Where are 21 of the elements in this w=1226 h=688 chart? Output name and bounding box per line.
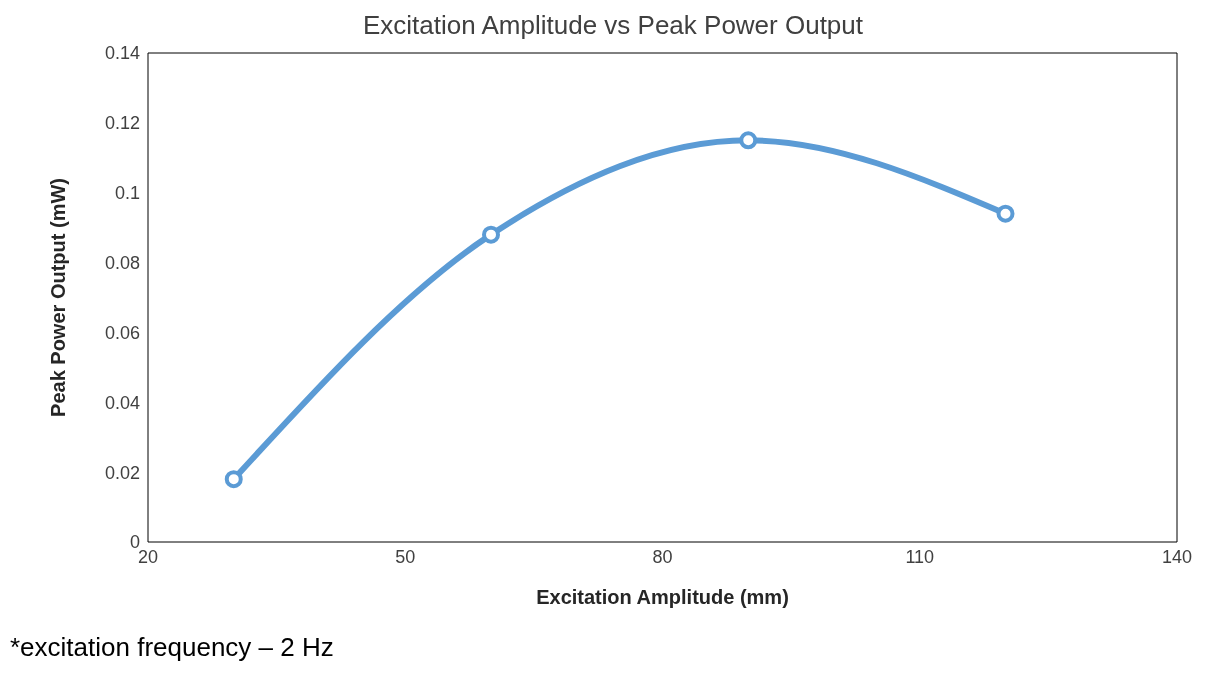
y-tick-label: 0.14 <box>104 43 140 64</box>
y-tick-label: 0.04 <box>104 392 140 413</box>
y-tick-label: 0.02 <box>104 462 140 483</box>
y-axis-title: Peak Power Output (mW) <box>47 178 70 417</box>
y-tick-label: 0.06 <box>104 322 140 343</box>
y-tick-label: 0.08 <box>104 252 140 273</box>
point <box>224 470 243 489</box>
x-tick-label: 110 <box>905 546 935 567</box>
x-tick-label: 80 <box>652 546 673 567</box>
y-tick-label: 0.1 <box>114 183 140 204</box>
y-tick-label: 0 <box>129 532 140 553</box>
text: *excitation frequency – 2 Hz <box>9 632 335 663</box>
chart-title: Excitation Amplitude vs Peak Power Output <box>362 9 864 42</box>
point <box>739 131 758 150</box>
x-axis-title: Excitation Amplitude (mm) <box>536 586 789 608</box>
y-tick-label: 0.12 <box>104 113 140 134</box>
x-tick-label: 50 <box>395 546 416 567</box>
point <box>482 225 500 244</box>
x-tick-label: 20 <box>137 546 159 567</box>
point <box>996 204 1015 223</box>
x-tick-label: 140 <box>1161 546 1193 567</box>
